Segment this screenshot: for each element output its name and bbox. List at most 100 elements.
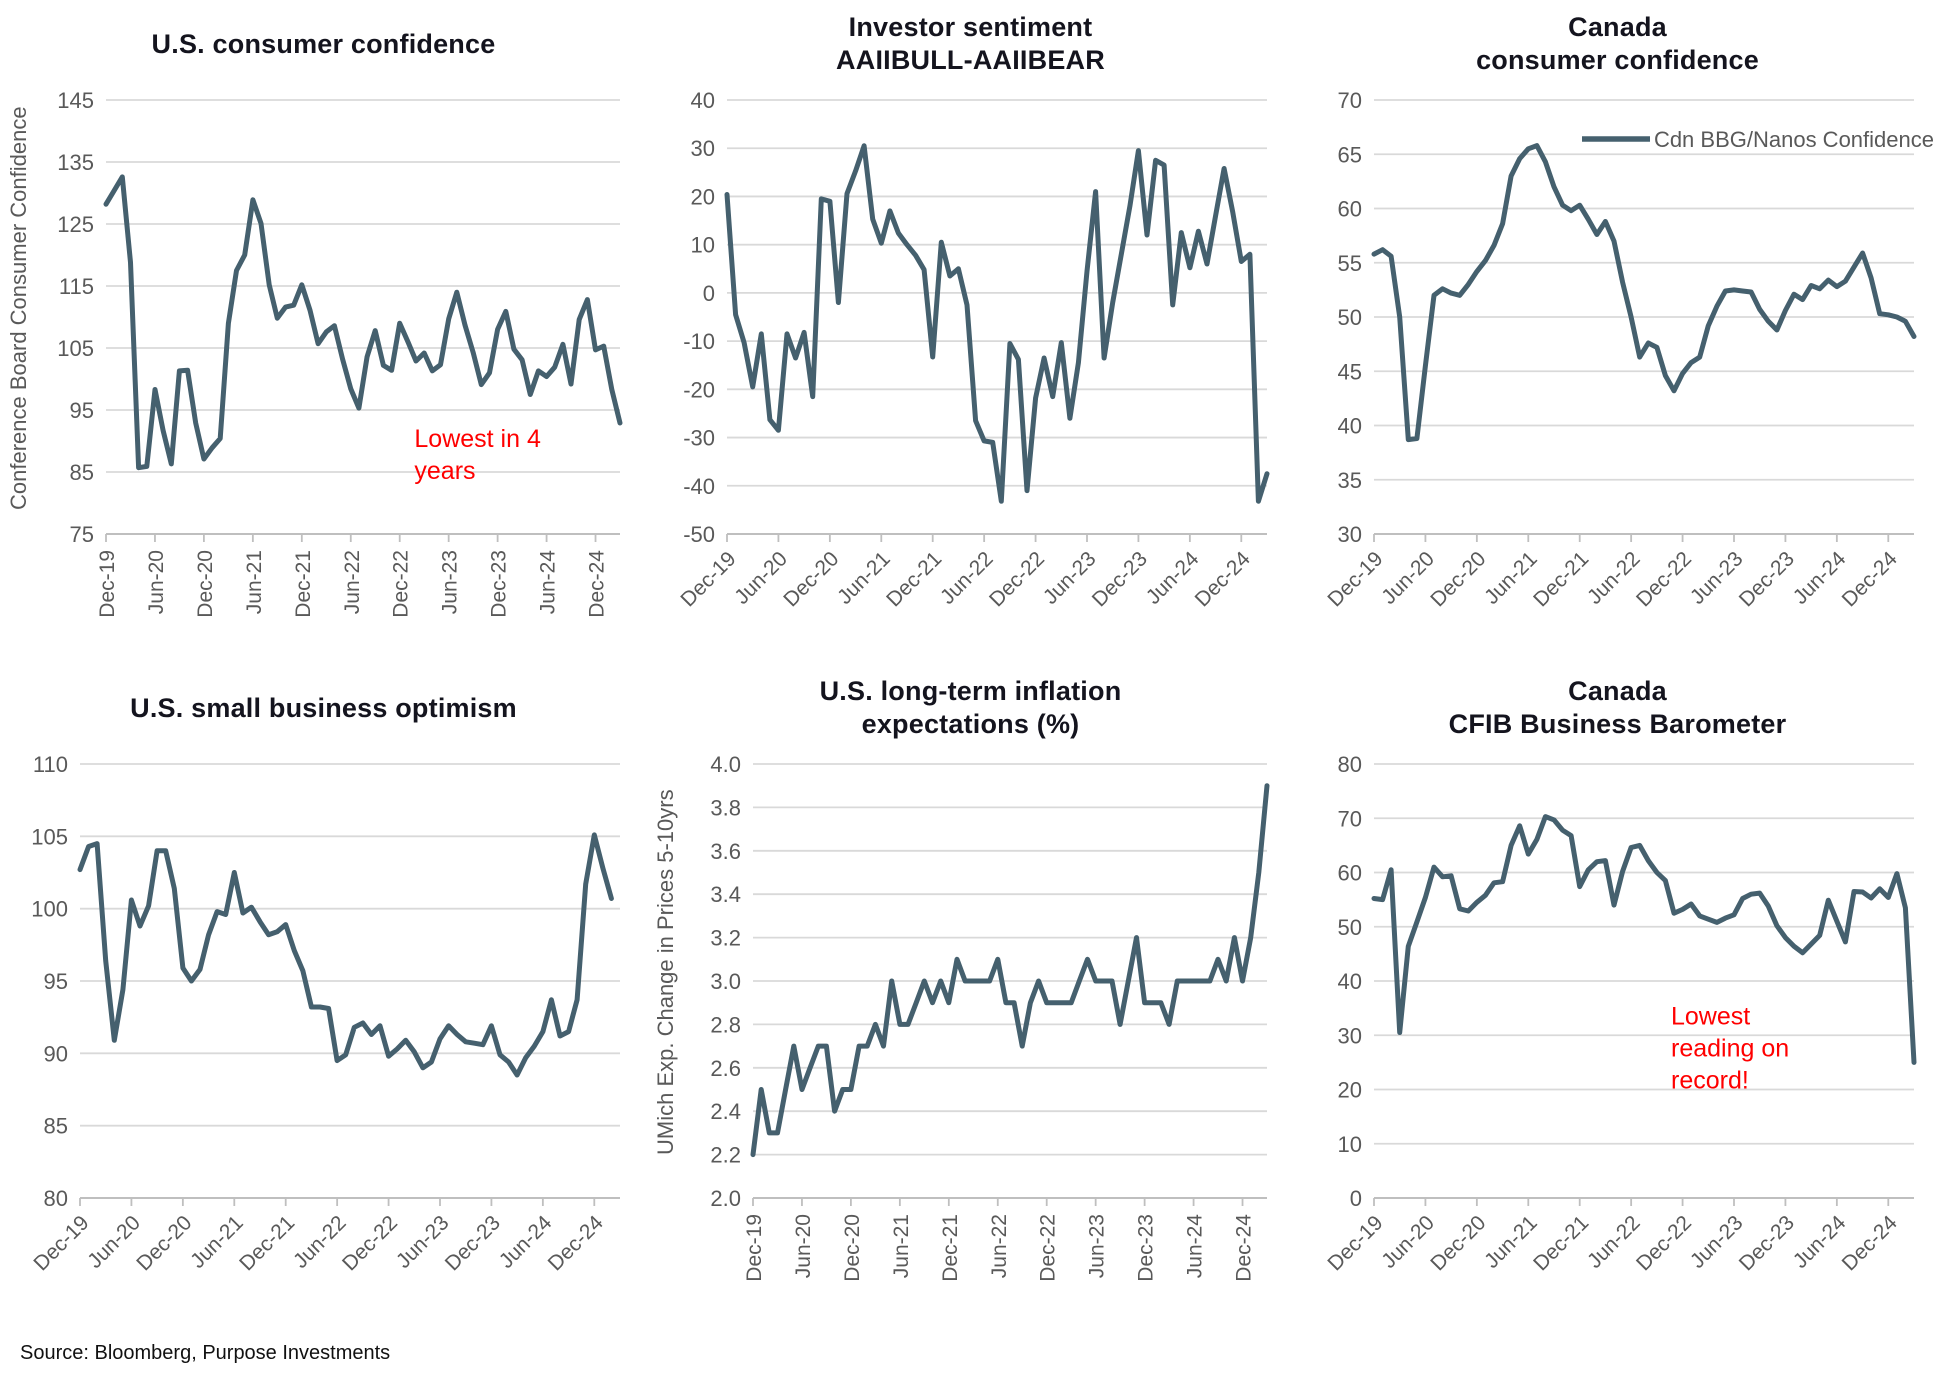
y-tick-label: 3.8 [710,795,741,820]
panel-us-consumer-confidence: U.S. consumer confidence Conference Boar… [0,0,647,664]
y-tick-label: 30 [690,136,714,161]
x-tick-label: Dec-21 [291,550,314,618]
y-tick-label: 65 [1337,142,1361,167]
chart-title-line: Investor sentiment [848,12,1093,43]
chart-title-line: AAIIBULL-AAIIBEAR [836,45,1105,75]
y-tick-label: 20 [690,184,714,209]
line-plot: 2.0 2.2 2.4 2.6 2.8 3.0 3.2 3.4 3.6 3.8 4.0 Dec-19 J… [710,752,1269,1282]
x-tick-label: Dec-21 [1529,547,1593,611]
x-tick-label: Dec-23 [1734,547,1798,611]
y-tick-label: 0 [1349,1186,1361,1211]
y-tick-label: 135 [57,150,94,175]
x-tick-label: Dec-20 [1426,1211,1490,1275]
chart-title: U.S. consumer confidence [0,0,647,88]
y-tick-label: 60 [1337,197,1361,222]
chart-title-line: CFIB Business Barometer [1448,709,1787,739]
x-tick-label: Jun-20 [791,1214,814,1278]
chart-title: Canada CFIB Business Barometer [1294,664,1941,752]
x-tick-label: Dec-23 [440,1211,504,1275]
annotation-text: record! [1671,1066,1749,1094]
x-tick-label: Dec-22 [337,1211,401,1275]
series-line [77,832,614,1078]
x-tick-label: Dec-22 [984,547,1048,611]
y-tick-label: 2.8 [710,1012,741,1037]
y-tick-label: 115 [58,274,93,299]
x-tick-label: Dec-24 [1232,1214,1255,1282]
panel-us-long-term-inflation-expectations: U.S. long-term inflation expectations (%… [647,664,1294,1328]
x-tick-label: Dec-20 [1426,547,1490,611]
x-tick-label: Jun-24 [1183,1214,1206,1279]
y-tick-label: 55 [1337,251,1361,276]
x-tick-label: Jun-20 [144,550,167,614]
x-tick-label: Dec-24 [1190,547,1254,611]
y-tick-label: 40 [690,88,714,113]
x-tick-label: Dec-20 [132,1211,196,1275]
x-tick-label: Dec-22 [389,550,412,618]
y-tick-label: -30 [683,426,715,451]
chart-title-line: U.S. consumer confidence [151,28,496,59]
y-tick-label: 50 [1337,915,1361,940]
x-tick-label: Dec-22 [1631,547,1695,611]
x-tick-label: Dec-22 [1036,1214,1059,1282]
y-tick-label: 80 [1337,752,1361,777]
y-tick-label: 40 [1337,414,1361,439]
x-tick-label: Dec-19 [1323,1211,1387,1275]
y-tick-label: 2.0 [710,1186,741,1211]
x-tick-label: Dec-23 [487,550,510,618]
chart-body: 0 10 20 30 40 50 60 70 80 Dec-19 Jun-20 Dec-20 Jun-2… [1294,752,1941,1324]
chart-title-line: U.S. small business optimism [130,692,517,723]
x-tick-label: Jun-24 [536,550,559,615]
chart-body: Conference Board Consumer Confidence 75 8… [0,88,647,660]
annotation-text: Lowest [1671,1002,1750,1030]
y-tick-label: 60 [1337,861,1361,886]
chart-body: 30 35 40 45 50 55 60 65 70 Dec-19 Jun-20 Dec-20 Jun-… [1294,88,1941,660]
legend-label: Cdn BBG/Nanos Confidence [1653,127,1933,152]
x-tick-label: Dec-20 [840,1214,863,1282]
y-tick-label: 95 [69,398,93,423]
y-tick-label: 145 [57,88,94,113]
y-tick-label: 20 [1337,1078,1361,1103]
y-tick-label: 70 [1337,88,1361,113]
y-tick-label: 30 [1337,1023,1361,1048]
x-tick-label: Jun-23 [438,550,461,614]
y-tick-label: 80 [43,1186,67,1211]
chart-body: UMich Exp. Change in Prices 5-10yrs 2.0 2… [647,752,1294,1324]
chart-title: Canada consumer confidence [1294,0,1941,88]
chart-grid: U.S. consumer confidence Conference Boar… [0,0,1941,1328]
y-tick-label: 2.6 [710,1056,741,1081]
line-plot: 01020304050607080Dec-19Jun-20Dec-20Jun-2… [1323,752,1916,1275]
chart-title: Investor sentiment AAIIBULL-AAIIBEAR [647,0,1294,88]
chart-title-line: Canada [1568,676,1667,707]
x-tick-label: Dec-19 [96,550,119,618]
y-tick-label: 40 [1337,969,1361,994]
x-tick-label: Dec-19 [676,547,740,611]
series-line [103,174,622,471]
x-tick-label: Dec-23 [1087,547,1151,611]
x-tick-label: Dec-23 [1134,1214,1157,1282]
chart-title-line: Canada [1568,12,1667,43]
y-tick-label: 3.0 [710,969,741,994]
series-line [1371,143,1916,443]
y-tick-label: -40 [683,474,715,499]
annotation-text: years [414,457,475,485]
source-note: Source: Bloomberg, Purpose Investments [20,1341,391,1364]
line-plot: 80859095100105110Dec-19Jun-20Dec-20Jun-2… [29,752,620,1275]
y-tick-label: 105 [31,824,68,849]
x-tick-label: Dec-21 [1529,1211,1593,1275]
x-tick-label: Dec-22 [1631,1211,1695,1275]
y-tick-label: 2.2 [710,1143,741,1168]
y-tick-label: 3.2 [710,926,741,951]
x-tick-label: Dec-19 [743,1214,766,1282]
y-tick-label: 3.4 [710,882,741,907]
chart-title-line: expectations (%) [861,709,1080,739]
y-tick-label: 70 [1337,806,1361,831]
panel-canada-cfib-business-barometer: Canada CFIB Business Barometer 0 10 20 30 40… [1294,664,1941,1328]
panel-investor-sentiment: Investor sentiment AAIIBULL-AAIIBEAR -50… [647,0,1294,664]
x-tick-label: Jun-21 [242,550,265,614]
y-tick-label: 85 [69,460,93,485]
x-tick-label: Dec-21 [938,1214,961,1282]
chart-title-line: consumer confidence [1476,45,1759,75]
x-tick-label: Dec-19 [29,1211,93,1275]
x-tick-label: Dec-20 [779,547,843,611]
